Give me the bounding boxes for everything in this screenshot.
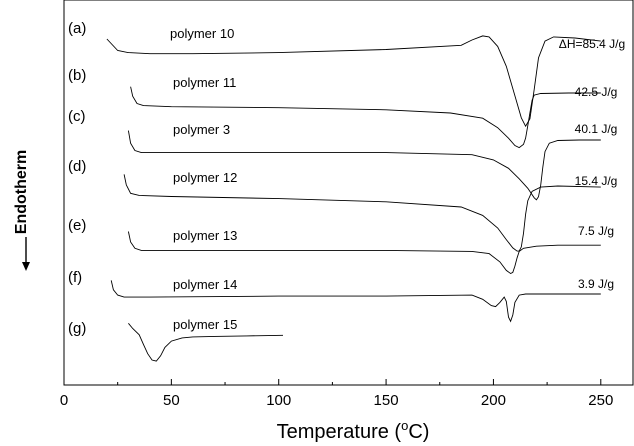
panel-label-2: (b) — [68, 67, 86, 84]
y-axis-title: Endotherm — [13, 150, 30, 234]
y-axis-arrow-head — [22, 262, 30, 271]
series-name-4: polymer 12 — [173, 170, 237, 185]
panel-label-7: (g) — [68, 320, 86, 337]
x-tick-label-2: 50 — [163, 392, 180, 409]
panel-label-5: (e) — [68, 217, 86, 234]
panel-label-6: (f) — [68, 269, 82, 286]
curve-5 — [127, 231, 601, 275]
series-name-2: polymer 11 — [173, 75, 236, 90]
series-name-6: polymer 14 — [173, 277, 237, 292]
x-axis: 0 50 100 150 200 250 — [60, 379, 613, 409]
curve-7 — [128, 323, 284, 362]
enthalpy-label-1: ΔH=85.4 J/g — [559, 37, 625, 51]
enthalpy-label-4: 15.4 J/g — [575, 174, 618, 188]
panel-label-1: (a) — [68, 20, 86, 37]
curve-2 — [130, 86, 601, 149]
x-axis-title: Temperature (oC) — [277, 418, 430, 443]
x-tick-label-5: 200 — [481, 392, 506, 409]
enthalpy-label-5: 7.5 J/g — [578, 224, 614, 238]
enthalpy-label-3: 40.1 J/g — [575, 122, 618, 136]
y-axis-title-group: Endotherm — [13, 150, 30, 271]
series-name-1: polymer 10 — [170, 26, 234, 41]
enthalpy-label-6: 3.9 J/g — [578, 277, 614, 291]
series-name-3: polymer 3 — [173, 122, 230, 137]
enthalpy-label-2: 42.5 J/g — [575, 85, 618, 99]
curves-group — [106, 35, 601, 362]
series-name-7: polymer 15 — [173, 317, 237, 332]
curve-4 — [123, 174, 601, 252]
curve-1 — [106, 35, 601, 128]
plot-frame — [63, 0, 634, 386]
curve-6 — [110, 280, 601, 323]
panel-label-4: (d) — [68, 158, 86, 175]
x-tick-label-3: 100 — [266, 392, 291, 409]
curve-3 — [127, 130, 601, 201]
x-tick-label-1: 0 — [60, 392, 68, 409]
labels-group: (a) polymer 10 ΔH=85.4 J/g (b) polymer 11 42.… — [68, 20, 625, 337]
panel-label-3: (c) — [68, 108, 86, 125]
x-tick-label-6: 250 — [588, 392, 613, 409]
series-name-5: polymer 13 — [173, 228, 237, 243]
x-tick-label-4: 150 — [374, 392, 399, 409]
